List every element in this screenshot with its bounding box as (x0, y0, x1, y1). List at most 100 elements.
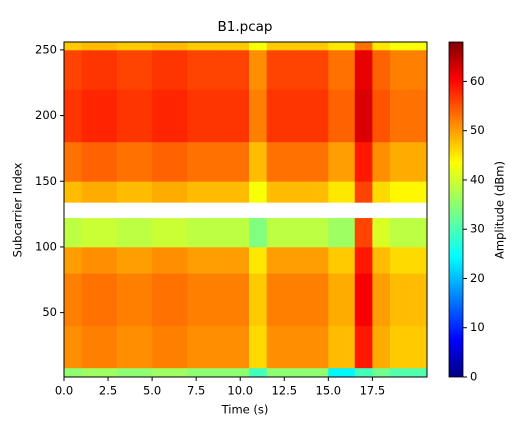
heatmap-cell (152, 49, 188, 90)
heatmap-cell (389, 42, 428, 51)
heatmap-cell (64, 367, 83, 378)
heatmap-cell (389, 325, 428, 369)
x-tick-label: 12.5 (271, 384, 297, 398)
heatmap-cell (187, 181, 223, 203)
x-tick-label: 5.0 (143, 384, 161, 398)
heatmap-cell (266, 181, 294, 203)
heatmap-cell (116, 42, 153, 51)
heatmap-cell (222, 325, 250, 369)
heatmap-cell (372, 218, 391, 248)
heatmap-cell (81, 141, 118, 182)
heatmap-cell (249, 273, 268, 327)
heatmap-cell (266, 325, 294, 369)
heatmap-cell (116, 89, 153, 143)
heatmap-cell (354, 42, 373, 51)
heatmap-cell (64, 246, 83, 274)
heatmap-cell (81, 181, 118, 203)
heatmap-cell (266, 141, 294, 182)
colorbar-label: Amplitude (dBm) (493, 161, 507, 259)
heatmap-cell (266, 367, 294, 378)
heatmap-cell (81, 89, 118, 143)
heatmap-cell (354, 273, 373, 327)
heatmap-cell (116, 246, 153, 274)
heatmap-cell (81, 218, 118, 248)
heatmap-cell (249, 325, 268, 369)
heatmap-cell (116, 49, 153, 90)
heatmap-cell (293, 273, 329, 327)
heatmap-cell (328, 141, 356, 182)
heatmap-cell (64, 141, 83, 182)
heatmap-cell (372, 367, 391, 378)
heatmap-cell (249, 89, 268, 143)
heatmap-cell (81, 42, 118, 51)
heatmap-cell (64, 273, 83, 327)
heatmap-cell (354, 367, 373, 378)
heatmap-cell (293, 89, 329, 143)
heatmap-cell (328, 42, 356, 51)
heatmap-cell (222, 49, 250, 90)
colorbar-tick-label: 30 (470, 222, 485, 236)
heatmap-cell (266, 218, 294, 248)
colorbar-tick-label: 0 (470, 370, 477, 384)
x-tick-label: 7.5 (187, 384, 205, 398)
heatmap-cell (64, 325, 83, 369)
heatmap-cell (293, 181, 329, 203)
heatmap-cell (64, 181, 83, 203)
heatmap-cell (328, 181, 356, 203)
heatmap-cell (152, 42, 188, 51)
heatmap-cell (187, 218, 223, 248)
colorbar-tick-label: 60 (470, 74, 485, 88)
heatmap-cell (81, 367, 118, 378)
heatmap-cell (222, 89, 250, 143)
heatmap-cell (372, 181, 391, 203)
heatmap-cell (328, 218, 356, 248)
heatmap-cell (354, 246, 373, 274)
heatmap-cell (249, 246, 268, 274)
heatmap-cell (81, 273, 118, 327)
heatmap-cell (389, 141, 428, 182)
heatmap-cell (64, 42, 83, 51)
heatmap-cell (249, 367, 268, 378)
colorbar-tick-label: 50 (470, 123, 485, 137)
y-axis-label: Subcarrier Index (11, 162, 25, 257)
heatmap-cell (328, 89, 356, 143)
heatmap-cell (187, 367, 223, 378)
heatmap-cell (249, 141, 268, 182)
x-tick-label: 0.0 (55, 384, 73, 398)
heatmap-cell (187, 246, 223, 274)
heatmap-cell (152, 325, 188, 369)
heatmap-cell (372, 246, 391, 274)
x-tick-label: 10.0 (227, 384, 253, 398)
heatmap-cell (389, 218, 428, 248)
heatmap-cell (222, 141, 250, 182)
y-tick-label: 50 (42, 305, 57, 319)
heatmap-cell (328, 49, 356, 90)
heatmap-cell (222, 181, 250, 203)
heatmap-cell (372, 325, 391, 369)
heatmap-cell (354, 181, 373, 203)
heatmap-cell (64, 89, 83, 143)
heatmap-cell (293, 325, 329, 369)
heatmap-cell (116, 218, 153, 248)
heatmap-cell (266, 49, 294, 90)
heatmap-cell (81, 325, 118, 369)
heatmap-cell (249, 181, 268, 203)
heatmap-cell (64, 218, 83, 248)
heatmap-cell (222, 42, 250, 51)
heatmap-cell (81, 246, 118, 274)
heatmap-cell (354, 141, 373, 182)
colorbar (448, 41, 464, 378)
chart-title: B1.pcap (218, 19, 273, 35)
heatmap-cell (152, 246, 188, 274)
heatmap-cell (152, 89, 188, 143)
heatmap-cell (389, 246, 428, 274)
heatmap-cell (187, 325, 223, 369)
heatmap-cell (187, 141, 223, 182)
heatmap-cell (222, 218, 250, 248)
y-tick-label: 200 (35, 108, 57, 122)
heatmap-cell (354, 218, 373, 248)
heatmap-cell (266, 246, 294, 274)
heatmap-cell (328, 325, 356, 369)
heatmap-cell (222, 273, 250, 327)
heatmap-cell (372, 141, 391, 182)
